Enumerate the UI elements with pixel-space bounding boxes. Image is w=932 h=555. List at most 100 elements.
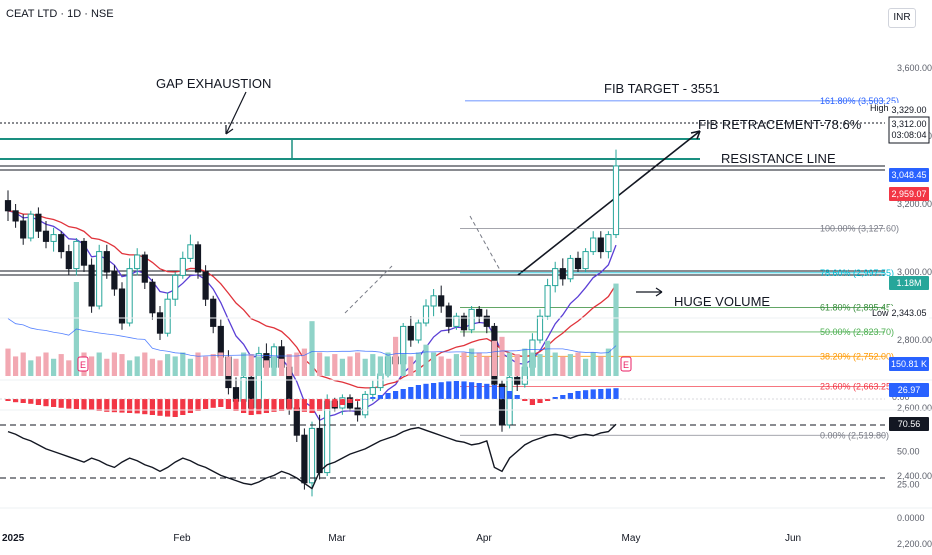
macd-bar [347, 399, 353, 403]
macd-bar [35, 399, 41, 405]
volume-bar [453, 354, 459, 376]
volume-bar [301, 348, 307, 376]
x-tick-label: Apr [476, 533, 492, 544]
volume-bar [324, 356, 330, 376]
x-tick-label: Jun [785, 533, 801, 544]
fib-retracement-label: FIB RETRACEMENT-78.6% [698, 117, 862, 132]
candle [415, 319, 422, 344]
huge-volume-label: HUGE VOLUME [674, 294, 770, 309]
volume-bar [256, 356, 262, 376]
earnings-badge [77, 356, 89, 372]
volume-bar [317, 352, 323, 376]
fib-level-label: 161.80% (3,503.25) [820, 96, 899, 106]
macd-bar [499, 387, 505, 399]
macd-bar [294, 399, 300, 411]
macd-bar [286, 399, 292, 411]
volume-bar [309, 321, 315, 376]
candle [96, 244, 103, 310]
macd-bar [142, 399, 148, 415]
volume-bar [415, 352, 421, 376]
candle-body [210, 298, 217, 327]
candle-body [362, 393, 369, 416]
volume-bar [400, 354, 406, 376]
macd-bar [613, 388, 619, 399]
gap-exhaustion-label: GAP EXHAUSTION [156, 76, 271, 91]
candle [164, 292, 171, 337]
huge-volume-arrow [636, 287, 663, 297]
macd-bar [256, 399, 262, 415]
candle-body [324, 400, 331, 474]
candle-body [50, 234, 57, 242]
volume-bar [104, 358, 110, 376]
low-value-badge-text: 2,343.05 [891, 308, 926, 318]
macd-bar [43, 399, 49, 407]
last-price-badge-text: 3,312.00 [891, 119, 926, 129]
volume-bar [613, 283, 619, 376]
macd-bar [225, 399, 231, 409]
macd-bar [263, 399, 269, 413]
volume-bar [241, 352, 247, 376]
volume-average-badge-text: 150.81 K [891, 359, 927, 369]
macd-bar [339, 399, 345, 405]
volume-bar [89, 356, 95, 376]
volume-bar [385, 352, 391, 376]
candle [354, 401, 361, 422]
low-label: Low [872, 308, 889, 318]
macd-bar [172, 399, 178, 417]
volume-bar [491, 340, 497, 376]
last-price-border [888, 116, 930, 144]
currency-button[interactable]: INR [888, 8, 916, 28]
macd-bar [89, 399, 95, 411]
candle [422, 299, 430, 327]
candle-body [103, 251, 110, 273]
volume-bar [575, 352, 581, 376]
candle-body [27, 213, 34, 239]
volume-bar [362, 358, 368, 376]
candle-body [240, 376, 247, 402]
volume-bar [529, 352, 535, 376]
candle [438, 285, 445, 313]
candle [35, 207, 42, 238]
rsi-badge-text: 70.56 [898, 419, 921, 429]
ema-fast-line [7, 210, 617, 422]
volume-badge: 1.18M [889, 276, 929, 290]
y-tick-label: 50.00 [897, 447, 920, 457]
volume-bar [423, 344, 429, 376]
macd-bar [111, 399, 117, 413]
macd-bar [453, 381, 459, 399]
macd-bar [233, 399, 239, 411]
candle-body [172, 274, 179, 300]
volume-bar [263, 360, 269, 376]
candle-body [149, 281, 156, 314]
volume-average-line [7, 318, 617, 357]
volume-bar [203, 356, 209, 376]
candle [65, 244, 72, 276]
volume-bar [499, 336, 505, 376]
candle-body [20, 220, 27, 239]
volume-bar [286, 354, 292, 376]
candle-body [590, 237, 597, 253]
macd-bar [104, 399, 110, 412]
rsi-pane [0, 423, 885, 490]
candle-body [111, 271, 118, 290]
macd-bar [203, 399, 209, 409]
candle-body [134, 254, 141, 270]
candle-body [301, 434, 308, 484]
candle [301, 428, 308, 490]
volume-bar [233, 358, 239, 376]
volume-badge-bg [889, 276, 929, 290]
fib-level-label: 38.20% (2,752.00) [820, 351, 894, 361]
macd-bar [210, 399, 216, 408]
macd-bar [66, 399, 72, 409]
candle [20, 214, 27, 245]
macd-bar [81, 399, 87, 410]
candle [582, 248, 589, 272]
macd-bar [51, 399, 57, 407]
macd-bar [5, 399, 11, 401]
macd-pane [0, 381, 885, 417]
macd-bar [96, 399, 102, 411]
macd-bar [377, 395, 383, 399]
